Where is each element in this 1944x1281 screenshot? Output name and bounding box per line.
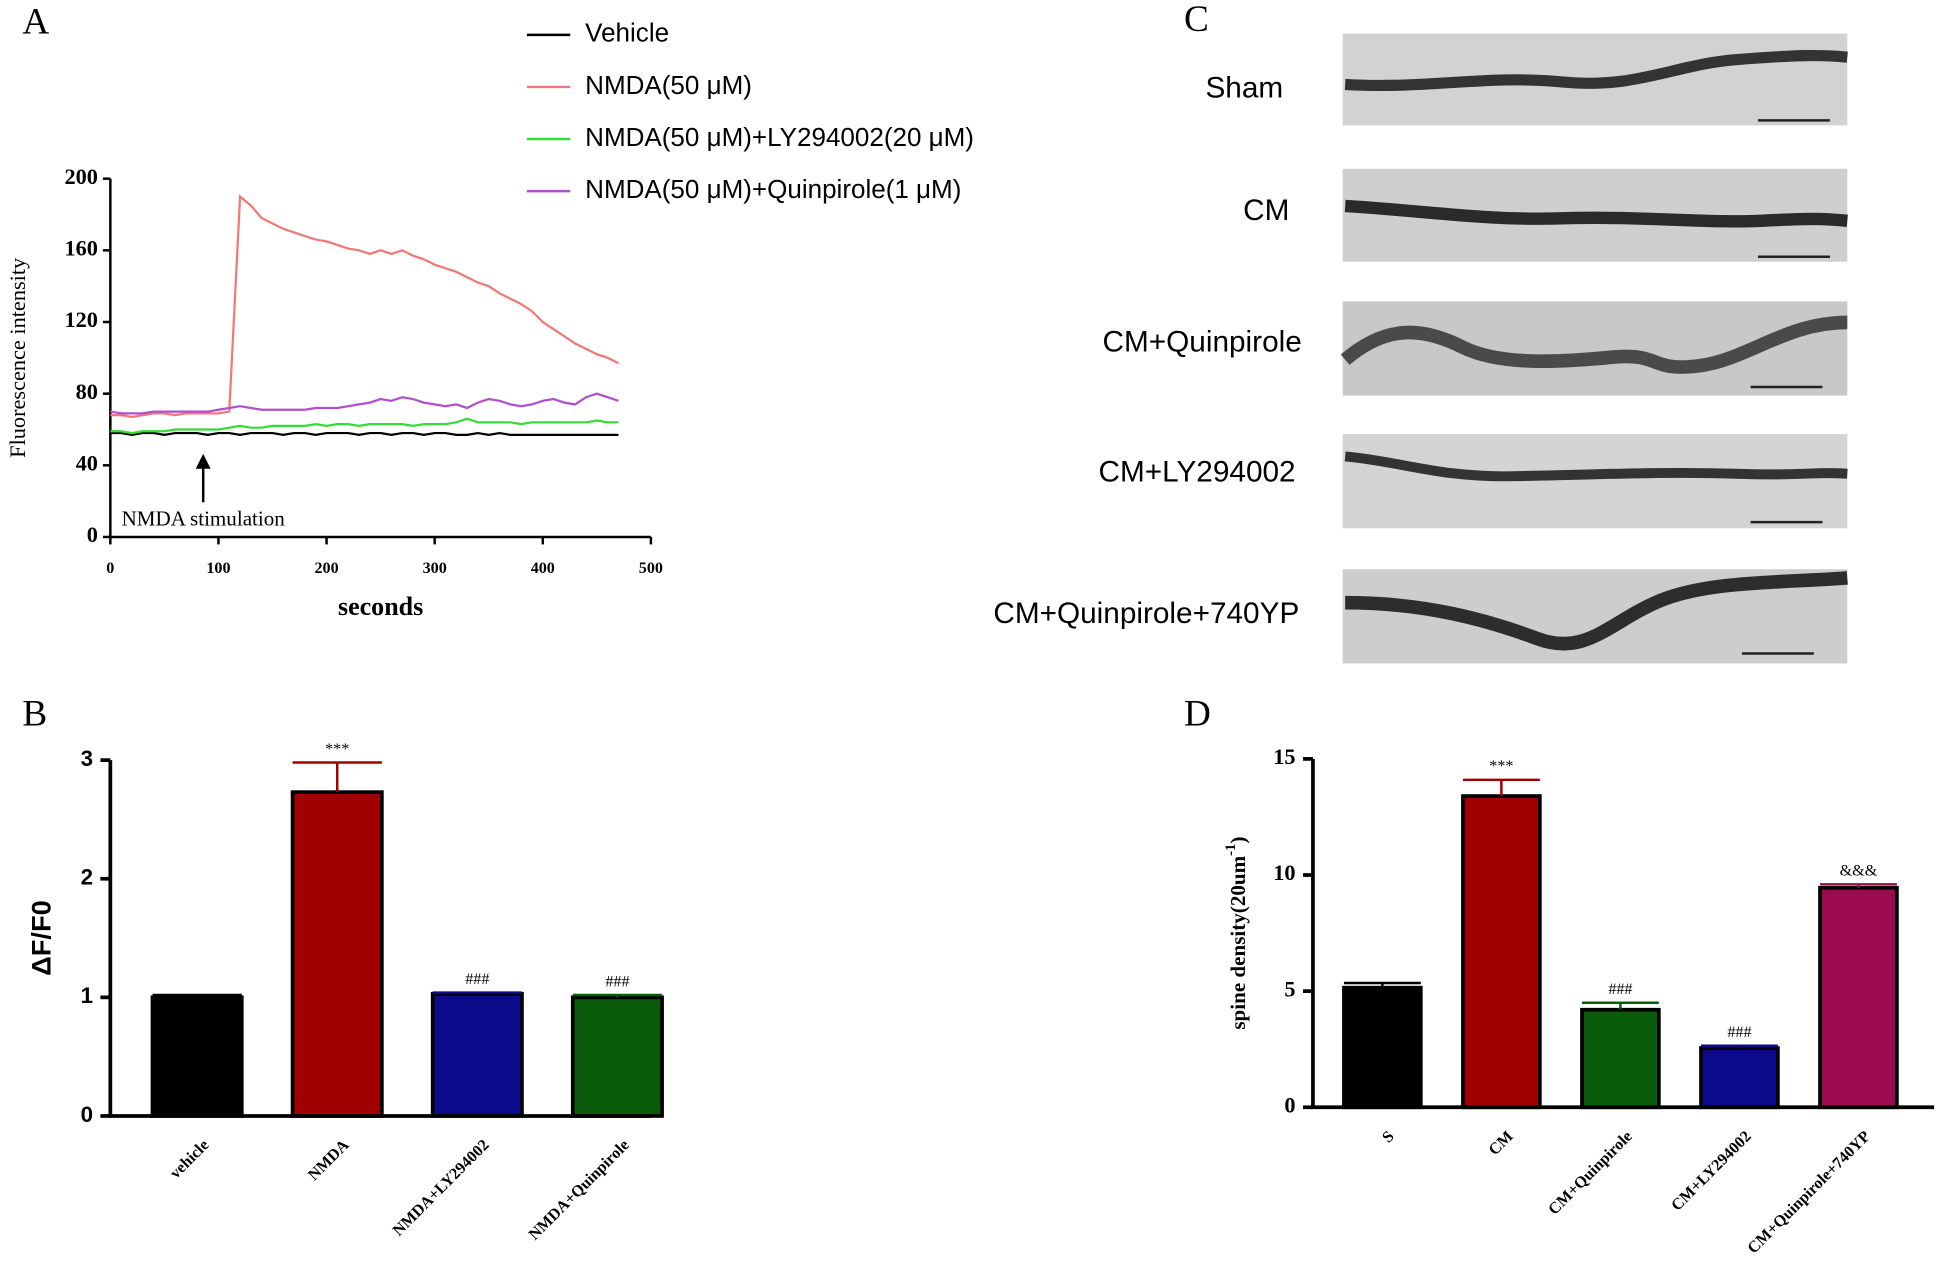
series-line (110, 194, 619, 419)
value-label: ### (605, 973, 629, 990)
legend-label: Vehicle (585, 18, 669, 48)
bar (1699, 1046, 1780, 1110)
value-label: ### (465, 971, 489, 988)
micrograph: CM (1243, 168, 1848, 262)
y-tick-label: 15 (1273, 744, 1295, 769)
y-tick-label: 200 (64, 164, 97, 189)
bar (1461, 794, 1542, 1110)
arrow-head (195, 453, 211, 469)
y-tick-label: 0 (81, 1102, 93, 1127)
y-tick-label: 40 (76, 450, 98, 475)
legend-label: NMDA(50 μM)+LY294002(20 μM) (585, 122, 974, 152)
x-tick-label: vehicle (167, 1137, 213, 1183)
axis (109, 178, 651, 539)
x-tick-label: CM+LY294002 (1668, 1128, 1754, 1214)
y-tick-label: 0 (1284, 1092, 1295, 1117)
x-tick-label: 200 (314, 560, 338, 577)
value-label: &&& (1840, 863, 1878, 880)
micrograph: CM+Quinpirole (1103, 301, 1848, 396)
series-line (110, 431, 619, 436)
bar (150, 995, 244, 1118)
error-bar (152, 993, 242, 998)
y-tick-label: 3 (81, 746, 93, 771)
x-tick-label: NMDA+LY294002 (390, 1137, 493, 1240)
micrograph-label: Sham (1205, 71, 1283, 104)
x-axis-label: seconds (338, 592, 423, 621)
micrograph: CM+LY294002 (1098, 434, 1848, 529)
legend-label: NMDA(50 μM) (585, 70, 752, 100)
x-tick-label: 500 (639, 560, 663, 577)
y-axis-label: Fluorescence intensity (5, 257, 30, 458)
x-tick-label: 100 (206, 560, 230, 577)
y-tick-label: 5 (1284, 976, 1295, 1001)
error-bar (1581, 1001, 1659, 1010)
y-tick-label: 0 (87, 522, 98, 547)
micrograph-label: CM+LY294002 (1098, 456, 1295, 489)
x-tick-label: 0 (106, 560, 114, 577)
x-tick-label: NMDA (305, 1136, 353, 1184)
bar (1580, 1007, 1661, 1110)
x-tick-label: CM+Quinpirole+740YP (1745, 1128, 1874, 1257)
value-label: *** (1489, 758, 1513, 775)
bar (430, 991, 524, 1118)
error-bar (1820, 883, 1897, 888)
annotation: NMDA stimulation (122, 507, 286, 531)
x-tick-label: CM (1486, 1128, 1517, 1159)
micrograph: Sham (1205, 33, 1848, 126)
y-axis-label: ΔF/F0 (26, 900, 57, 976)
micrograph-label: CM (1243, 194, 1289, 227)
y-tick-label: 1 (81, 983, 93, 1008)
micrograph-label: CM+Quinpirole (1103, 325, 1302, 358)
y-tick-label: 120 (64, 307, 97, 332)
y-tick-label: 10 (1273, 860, 1295, 885)
y-tick-label: 80 (76, 379, 98, 404)
value-label: *** (325, 741, 349, 758)
y-tick-label: 160 (64, 235, 97, 260)
x-tick-label: S (1379, 1128, 1397, 1146)
x-tick-label: CM+Quinpirole (1545, 1128, 1635, 1218)
micrographs: Sham CM CM+Quinpirole CM+LY294002 CM+Qui… (993, 33, 1848, 664)
panel-label: C (1184, 0, 1209, 40)
y-tick-label: 2 (81, 865, 93, 890)
y-axis-label-part: -1 (1223, 844, 1239, 856)
x-tick-label: NMDA+Quinpirole (526, 1137, 633, 1244)
error-bar (1462, 778, 1540, 797)
y-axis-label-part: spine density(20um (1226, 855, 1250, 1029)
error-bar (292, 761, 382, 793)
panel-label: A (22, 1, 49, 42)
error-bar (1343, 981, 1421, 988)
bar (1342, 985, 1423, 1110)
panel-label: B (22, 693, 47, 734)
error-bar (572, 993, 663, 998)
legend-label: NMDA(50 μM)+Quinpirole(1 μM) (585, 174, 961, 204)
micrograph-label: CM+Quinpirole+740YP (993, 597, 1299, 630)
bar (570, 995, 664, 1118)
y-axis-label-part: ) (1226, 837, 1250, 844)
x-tick-label: 300 (423, 560, 447, 577)
error-bar (432, 991, 522, 994)
series-line (110, 417, 619, 435)
value-label: ### (1608, 981, 1632, 998)
bar (1818, 885, 1899, 1110)
bar (290, 790, 384, 1118)
series-line (110, 392, 619, 415)
x-tick-label: 400 (531, 560, 555, 577)
y-axis-label: spine density(20um-1) (1223, 837, 1249, 1030)
panel-label: D (1184, 693, 1211, 734)
value-label: ### (1727, 1024, 1751, 1041)
micrograph: CM+Quinpirole+740YP (993, 569, 1848, 664)
error-bar (1701, 1044, 1778, 1049)
